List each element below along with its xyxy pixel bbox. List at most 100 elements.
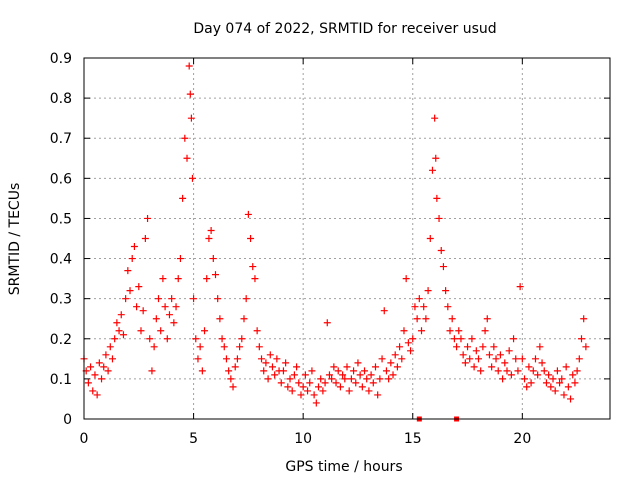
data-point	[183, 154, 191, 162]
data-point	[203, 275, 211, 283]
data-point	[334, 367, 342, 375]
data-point	[244, 210, 252, 218]
y-axis-title: SRMTID / TECUs	[7, 183, 23, 296]
data-point	[198, 367, 206, 375]
data-point	[453, 343, 461, 351]
data-point	[124, 267, 132, 275]
data-point	[306, 379, 314, 387]
data-point	[253, 327, 261, 335]
data-point	[89, 387, 97, 395]
data-point	[119, 331, 127, 339]
data-point	[501, 359, 509, 367]
data-point	[369, 379, 377, 387]
data-point	[216, 315, 224, 323]
data-point	[422, 315, 430, 323]
data-point	[527, 379, 535, 387]
y-tick-label: 0.3	[50, 292, 72, 308]
data-point	[249, 263, 257, 271]
data-point	[547, 383, 555, 391]
data-point	[545, 371, 553, 379]
y-tick-label: 0.6	[50, 171, 72, 187]
data-point	[376, 375, 384, 383]
data-point	[477, 367, 485, 375]
data-point	[139, 307, 147, 315]
data-point	[387, 359, 395, 367]
data-point	[382, 367, 390, 375]
data-point	[323, 319, 331, 327]
data-point	[209, 255, 217, 263]
data-point	[176, 255, 184, 263]
data-point	[126, 287, 134, 295]
x-axis-tick-labels: 0 5 10 15 20	[80, 431, 532, 447]
data-point	[247, 235, 255, 242]
data-point	[468, 335, 476, 343]
data-point	[179, 194, 187, 202]
data-point	[551, 387, 559, 395]
data-point	[192, 335, 200, 343]
data-point	[240, 315, 248, 323]
data-point	[479, 343, 487, 351]
data-point	[339, 371, 347, 379]
data-point	[450, 335, 458, 343]
data-point	[415, 295, 423, 303]
data-point	[148, 367, 156, 375]
data-point	[432, 154, 440, 162]
data-point	[113, 319, 121, 327]
data-point	[144, 214, 152, 222]
data-point	[122, 295, 130, 303]
data-point	[161, 303, 169, 311]
data-point	[242, 295, 250, 303]
data-point	[428, 166, 436, 174]
data-point	[150, 343, 158, 351]
data-point	[181, 134, 189, 142]
data-point	[341, 375, 349, 383]
data-point	[165, 311, 173, 319]
data-point	[393, 363, 401, 371]
y-tick-label: 0.2	[50, 332, 72, 348]
data-point	[553, 367, 561, 375]
data-point	[439, 263, 447, 271]
data-point	[251, 275, 259, 283]
data-point	[448, 315, 456, 323]
data-point	[321, 379, 329, 387]
data-point	[172, 303, 180, 311]
data-point	[233, 355, 241, 363]
data-point	[444, 303, 452, 311]
data-point	[137, 327, 145, 335]
data-point	[380, 307, 388, 315]
y-tick-label: 0.1	[50, 372, 72, 388]
data-point	[212, 271, 219, 279]
data-point	[133, 303, 141, 311]
data-point	[411, 303, 419, 311]
data-point	[187, 114, 195, 122]
data-point	[236, 343, 244, 351]
data-point	[431, 114, 439, 122]
data-point	[117, 311, 125, 319]
data-point	[84, 379, 92, 387]
data-point	[279, 367, 287, 375]
data-point	[481, 327, 489, 335]
data-point	[549, 375, 557, 383]
y-tick-label: 0.9	[50, 51, 72, 67]
x-tick-label: 5	[189, 431, 198, 447]
data-point	[330, 363, 338, 371]
data-point	[100, 363, 108, 371]
data-point	[580, 315, 588, 323]
data-point	[582, 343, 590, 351]
data-point	[128, 255, 136, 263]
data-point	[516, 283, 524, 291]
x-axis-title: GPS time / hours	[285, 459, 402, 475]
data-point	[352, 379, 360, 387]
data-point	[569, 371, 577, 379]
data-point	[464, 343, 472, 351]
y-tick-label: 0	[63, 412, 72, 428]
data-point	[207, 226, 215, 234]
data-point	[238, 335, 246, 343]
data-point	[155, 295, 163, 303]
data-point	[525, 363, 533, 371]
x-tick-label: 0	[80, 431, 89, 447]
data-point	[293, 363, 301, 371]
data-point	[371, 363, 379, 371]
data-point	[347, 375, 355, 383]
